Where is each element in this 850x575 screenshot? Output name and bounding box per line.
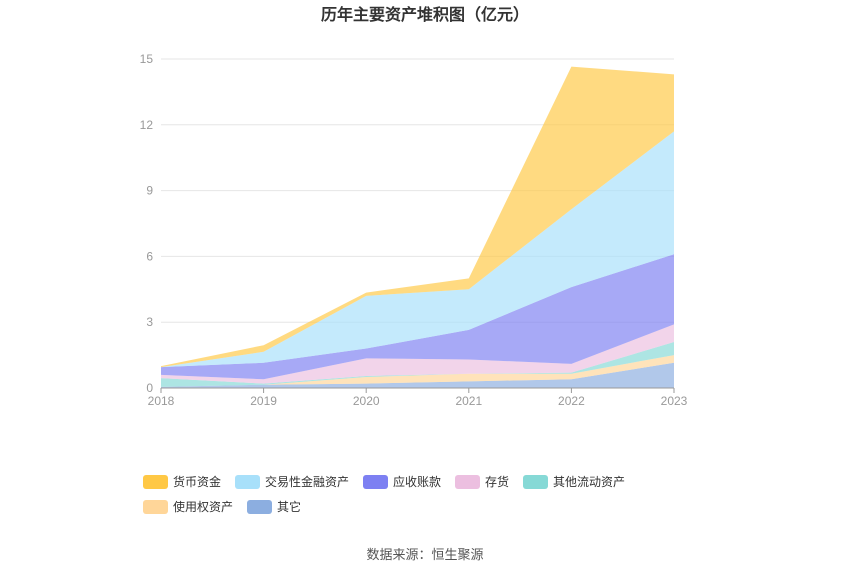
legend-label: 其他流动资产 [553,475,625,489]
legend-item[interactable]: 使用权资产 [143,499,233,514]
y-tick-label: 3 [146,315,153,329]
legend-swatch [455,475,480,489]
area-使用权资产 [161,355,674,387]
legend-swatch [143,475,168,489]
x-tick-label: 2018 [148,394,175,408]
legend-swatch [235,475,260,489]
area-其他流动资产 [161,341,674,387]
legend-label: 交易性金融资产 [265,474,349,489]
legend-swatch [247,500,272,514]
axes: 0 3 6 9 12 15 2018 2019 2020 2021 2022 2023 [140,52,688,408]
data-source-note: 数据来源：恒生聚源 [366,548,483,563]
legend-item[interactable]: 其他流动资产 [523,475,625,489]
legend-swatch [143,500,168,514]
legend-swatch [523,475,548,489]
legend-label: 货币资金 [173,474,221,489]
x-tick-label: 2020 [353,394,380,408]
area-货币资金 [161,66,674,368]
legend-label: 其它 [277,499,301,514]
y-tick-label: 0 [146,381,153,395]
legend-item[interactable]: 应收账款 [363,474,441,489]
y-tick-label: 6 [146,249,153,263]
area-存货 [161,324,674,384]
area-应收账款 [161,254,674,380]
chart-title: 历年主要资产堆积图（亿元） [321,5,529,24]
legend-item[interactable]: 货币资金 [143,474,221,489]
legend-item[interactable]: 交易性金融资产 [235,474,349,489]
area-series [161,66,674,388]
area-其它 [161,362,674,388]
legend-swatch [363,475,388,489]
y-tick-label: 9 [146,184,153,198]
legend-label: 应收账款 [393,474,441,489]
legend-item[interactable]: 其它 [247,499,301,514]
x-tick-label: 2022 [558,394,585,408]
x-tick-label: 2019 [250,394,277,408]
legend-item[interactable]: 存货 [455,474,509,489]
x-tick-label: 2023 [661,394,688,408]
legend-label: 使用权资产 [173,499,233,514]
x-tick-label: 2021 [455,394,482,408]
y-tick-label: 12 [140,118,154,132]
area-交易性金融资产 [161,131,674,368]
legend-label: 存货 [485,474,509,489]
y-tick-label: 15 [140,52,154,66]
